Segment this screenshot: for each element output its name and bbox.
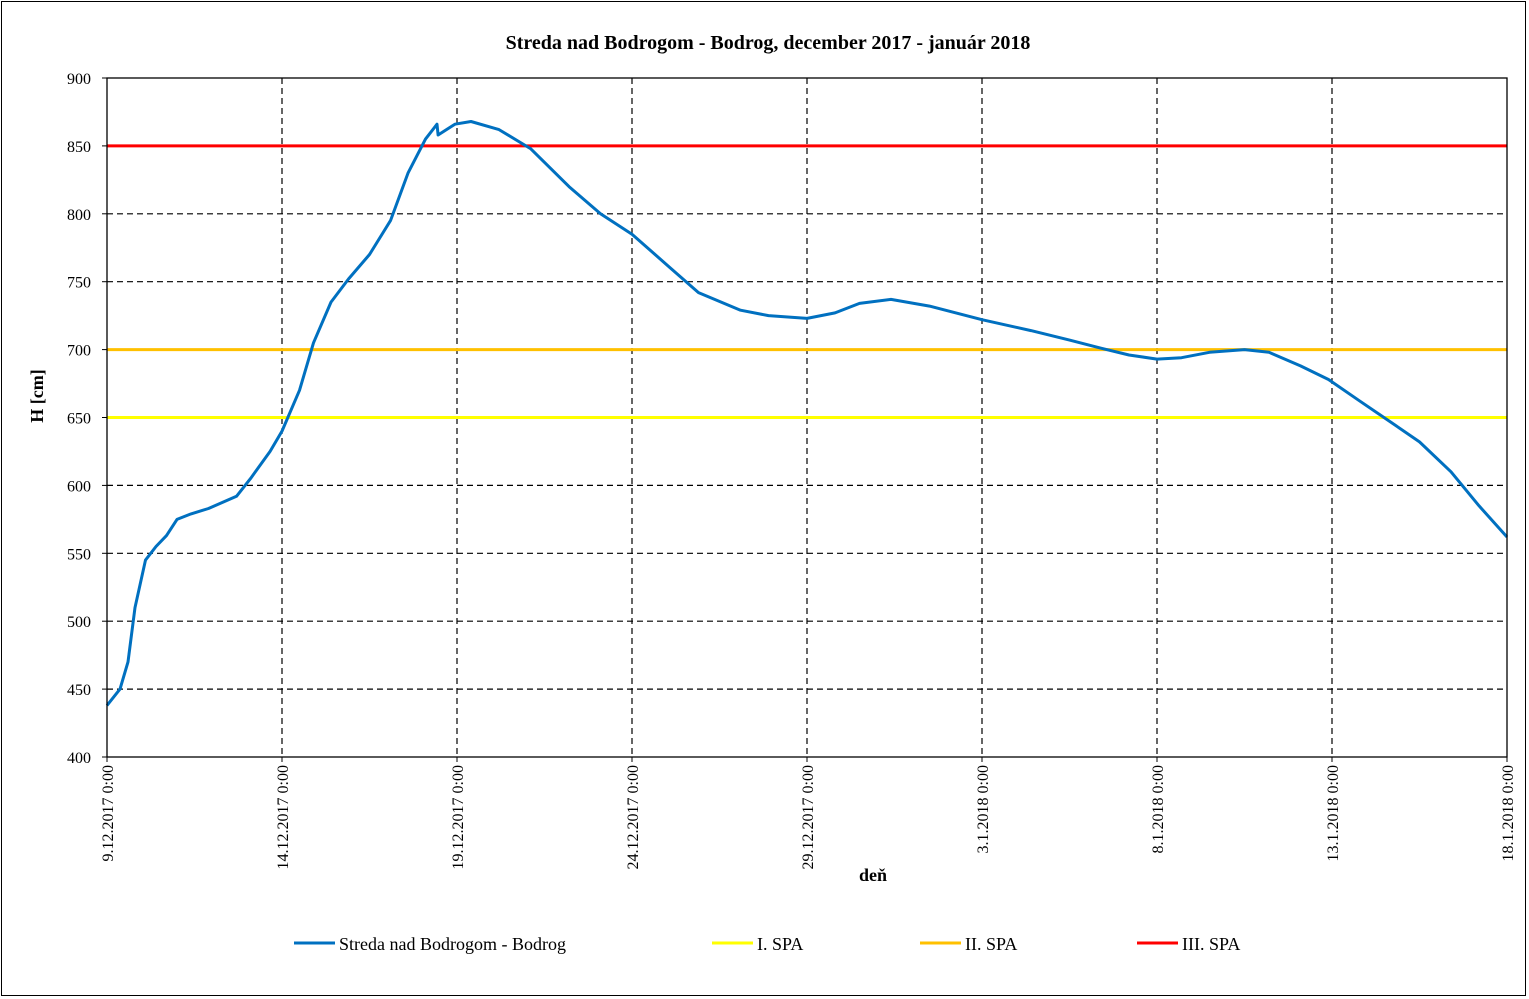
legend-label: Streda nad Bodrogom - Bodrog <box>339 934 566 954</box>
x-tick-label: 13.1.2018 0:00 <box>1325 765 1342 861</box>
y-tick-label: 850 <box>67 139 91 156</box>
y-tick-label: 650 <box>67 411 91 428</box>
x-tick-label: 3.1.2018 0:00 <box>975 765 992 853</box>
x-tick-label: 14.12.2017 0:00 <box>275 765 292 869</box>
x-tick-label: 19.12.2017 0:00 <box>450 765 467 869</box>
legend: Streda nad Bodrogom - Bodrog I. SPA II. SP… <box>294 934 1240 954</box>
y-tick-label: 600 <box>67 478 91 495</box>
x-tick-label: 8.1.2018 0:00 <box>1150 765 1167 853</box>
legend-label: II. SPA <box>965 934 1017 954</box>
series-layer <box>105 120 1509 707</box>
y-axis-ticks: 400 450 500 550 600 650 700 750 800 850 900 <box>67 71 107 767</box>
x-axis-label: deň <box>859 865 887 885</box>
x-tick-label: 24.12.2017 0:00 <box>625 765 642 869</box>
threshold-lines <box>107 144 1507 419</box>
x-tick-label: 9.12.2017 0:00 <box>100 765 117 861</box>
series-line-water-level <box>105 120 1509 707</box>
legend-label: I. SPA <box>757 934 803 954</box>
y-tick-label: 800 <box>67 207 91 224</box>
x-tick-label: 29.12.2017 0:00 <box>800 765 817 869</box>
y-tick-label: 500 <box>67 614 91 631</box>
y-tick-label: 550 <box>67 546 91 563</box>
y-tick-label: 700 <box>67 343 91 360</box>
chart-title: Streda nad Bodrogom - Bodrog, december 2… <box>506 32 1031 54</box>
y-axis-label: H [cm] <box>27 369 47 422</box>
legend-label: III. SPA <box>1182 934 1240 954</box>
x-tick-label: 18.1.2018 0:00 <box>1500 765 1517 861</box>
y-tick-label: 750 <box>67 275 91 292</box>
y-tick-label: 450 <box>67 682 91 699</box>
y-tick-label: 400 <box>67 750 91 767</box>
x-axis-ticks: 9.12.2017 0:00 14.12.2017 0:00 19.12.2017 … <box>100 757 1517 869</box>
y-tick-label: 900 <box>67 71 91 88</box>
